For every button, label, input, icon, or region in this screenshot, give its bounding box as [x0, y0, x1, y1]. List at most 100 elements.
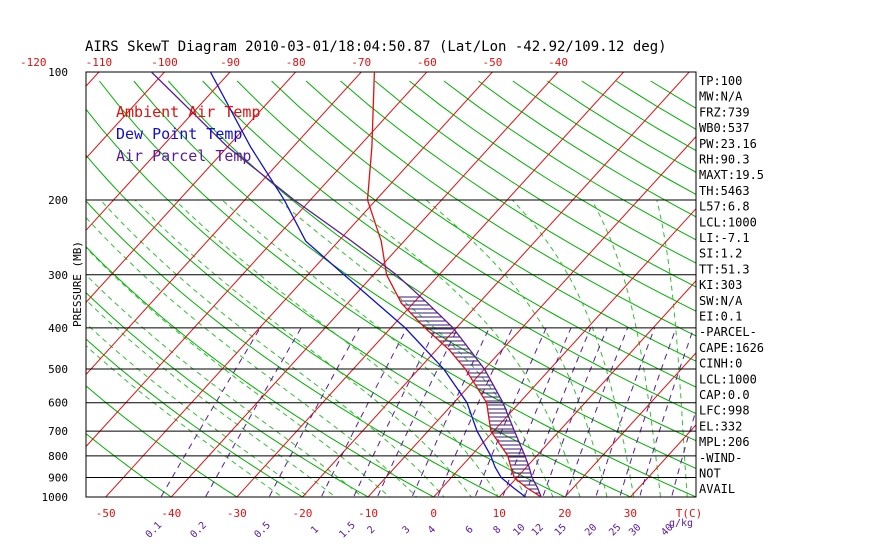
- dry-adiabat-line: [236, 80, 696, 388]
- isotherm-line: [86, 72, 231, 232]
- moist-adiabat-line: [425, 199, 608, 497]
- pressure-tick-label: 800: [48, 450, 68, 463]
- index-value: SW:N/A: [699, 294, 743, 308]
- isotherms: [86, 72, 696, 497]
- isotherm-line: [86, 72, 362, 376]
- mixing-ratio-line: [376, 327, 459, 497]
- temp-tick-label-top: -60: [417, 56, 437, 69]
- moist-adiabat-line: [86, 247, 391, 497]
- isotherm-line: [498, 280, 696, 497]
- mixing-ratio-line: [639, 327, 695, 497]
- profile-lines: [150, 72, 542, 497]
- index-value: AVAIL: [699, 482, 735, 496]
- temp-tick-label-top: -50: [482, 56, 502, 69]
- dry-adiabat-line: [86, 338, 304, 497]
- index-value: RH:90.3: [699, 153, 750, 167]
- temp-tick-label-bottom: -20: [293, 507, 313, 520]
- index-value: -PARCEL-: [699, 325, 757, 339]
- isotherm-line: [564, 352, 696, 497]
- legend: Ambient Air Temp Dew Point Temp Air Parcel…: [116, 103, 261, 165]
- moist-adiabat-line: [345, 199, 581, 497]
- legend-entry: Dew Point Temp: [116, 125, 242, 143]
- dry-adiabat-line: [133, 80, 696, 470]
- mixing-ratio-line: [502, 327, 572, 497]
- legend-entry: Air Parcel Temp: [116, 147, 251, 165]
- temp-tick-label-top: -110: [86, 56, 113, 69]
- pressure-tick-label: 300: [48, 269, 68, 282]
- dry-adiabat-line: [374, 80, 696, 288]
- moist-adiabat-line: [174, 199, 500, 497]
- y-axis-label: PRESSURE (MB): [71, 241, 84, 327]
- temp-tick-label-top: -90: [220, 56, 240, 69]
- index-value: NOT: [699, 467, 721, 481]
- pressure-tick-label: 500: [48, 363, 68, 376]
- pressure-tick-label: 100: [48, 66, 68, 79]
- temp-tick-label-bottom: -30: [227, 507, 247, 520]
- dry-adiabat-line: [340, 80, 696, 312]
- pressure-tick-label: 1000: [42, 491, 69, 504]
- series-line-ambient-air-temp: [366, 72, 542, 497]
- moist-adiabat-line: [86, 345, 283, 497]
- chart-title: AIRS SkewT Diagram 2010-03-01/18:04:50.8…: [85, 39, 667, 55]
- index-value: PW:23.16: [699, 137, 757, 151]
- temp-tick-label-top: -100: [151, 56, 178, 69]
- mixing-ratio-unit-label: g/kg: [669, 518, 693, 529]
- dry-adiabats: [86, 80, 696, 497]
- pressure-tick-label: 600: [48, 397, 68, 410]
- mixing-ratio-line: [619, 327, 677, 497]
- moist-adiabat-line: [278, 199, 554, 497]
- index-value: FRZ:739: [699, 105, 750, 119]
- temp-tick-label-bottom: 10: [493, 507, 506, 520]
- index-value: LCL:1000: [699, 372, 757, 386]
- dry-adiabat-line: [86, 246, 435, 497]
- isotherm-line: [86, 72, 297, 304]
- cape-shading: [398, 296, 540, 494]
- temp-tick-label-top: -40: [548, 56, 568, 69]
- mixing-ratio-lines: [160, 327, 696, 497]
- isotherm-line: [86, 72, 428, 448]
- isotherm-line: [629, 424, 696, 497]
- mixing-ratio-line: [671, 408, 696, 497]
- temp-tick-label-top: -120: [20, 56, 47, 69]
- isotherm-line: [367, 135, 696, 497]
- legend-entry: Ambient Air Temp: [116, 103, 261, 121]
- mixing-ratio-line: [437, 327, 513, 497]
- index-value: SI:1.2: [699, 247, 742, 261]
- mixing-ratio-line: [268, 327, 360, 497]
- isotherm-line: [236, 72, 625, 497]
- temp-tick-label-bottom: -10: [358, 507, 378, 520]
- dry-adiabat-line: [86, 385, 238, 497]
- temp-tick-label-bottom: -40: [161, 507, 181, 520]
- dry-adiabat-line: [86, 432, 173, 497]
- isotherm-line: [432, 207, 696, 497]
- temp-tick-label-bottom: 0: [430, 507, 437, 520]
- index-value: L57:6.8: [699, 200, 750, 214]
- pressure-tick-label: 400: [48, 322, 68, 335]
- mixing-ratio-line: [474, 327, 547, 497]
- dry-adiabat-line: [86, 108, 632, 497]
- dry-adiabat-line: [167, 80, 696, 442]
- temp-tick-label-bottom: 30: [624, 507, 637, 520]
- index-value: CAPE:1626: [699, 341, 764, 355]
- moist-adiabat-line: [86, 274, 364, 497]
- isotherm-line: [301, 72, 690, 497]
- index-value: LFC:998: [699, 404, 750, 418]
- moist-adiabat-line: [511, 199, 635, 497]
- mixing-ratio-line: [353, 327, 437, 497]
- mixing-ratio-line: [595, 327, 656, 497]
- temp-tick-label-top: -80: [286, 56, 306, 69]
- index-value: CAP:0.0: [699, 388, 750, 402]
- index-value: MW:N/A: [699, 90, 743, 104]
- series-line-dew-point-temp: [209, 72, 526, 497]
- mixing-ratio-line: [160, 327, 261, 497]
- index-value: LCL:1000: [699, 215, 757, 229]
- dry-adiabat-line: [271, 80, 696, 362]
- index-value: TP:100: [699, 74, 742, 88]
- moist-adiabat-line: [591, 199, 662, 497]
- mixing-ratio-line: [411, 327, 490, 497]
- index-value: EL:332: [699, 419, 742, 433]
- isotherm-line: [170, 72, 559, 497]
